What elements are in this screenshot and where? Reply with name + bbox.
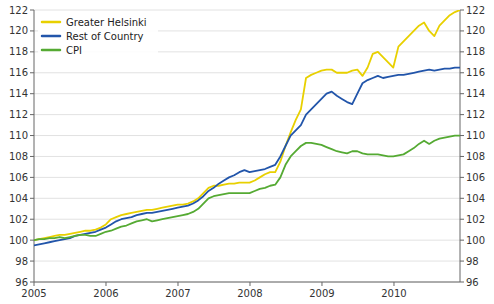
- plot-area: [34, 10, 460, 245]
- legend-swatch: [42, 49, 60, 52]
- series-line: [34, 136, 460, 241]
- y2-tick: [460, 156, 464, 157]
- y-tick-label: 110: [9, 130, 28, 141]
- y2-tick: [460, 198, 464, 199]
- x-tick-label: 2006: [93, 288, 118, 299]
- y2-tick: [460, 114, 464, 115]
- y-tick: [30, 219, 34, 220]
- y2-tick-label: 118: [466, 46, 485, 57]
- y-tick: [30, 114, 34, 115]
- grid: [34, 10, 460, 282]
- y-tick-label: 122: [9, 5, 28, 16]
- y2-tick: [460, 93, 464, 94]
- grid-line: [34, 240, 460, 241]
- y-tick-label: 118: [9, 46, 28, 57]
- y-tick: [30, 72, 34, 73]
- y-tick-label: 120: [9, 25, 28, 36]
- x-tick: [177, 282, 178, 286]
- grid-line: [34, 114, 460, 115]
- legend-label: Greater Helsinki: [66, 17, 147, 28]
- legend-label: Rest of Country: [66, 31, 144, 42]
- y2-tick: [460, 282, 464, 283]
- y2-tick-label: 112: [466, 109, 485, 120]
- y-tick: [30, 135, 34, 136]
- legend-background: [38, 14, 158, 62]
- y-tick-label: 98: [15, 256, 28, 267]
- grid-line: [34, 10, 460, 11]
- y2-tick-label: 108: [466, 151, 485, 162]
- y2-tick: [460, 30, 464, 31]
- grid-line: [34, 93, 460, 94]
- x-tick-label: 2010: [381, 288, 406, 299]
- legend-swatch: [42, 35, 60, 38]
- y2-tick: [460, 72, 464, 73]
- y2-tick: [460, 219, 464, 220]
- y2-tick: [460, 240, 464, 241]
- legend-label: CPI: [66, 45, 82, 56]
- series-line: [34, 68, 460, 246]
- y2-tick-label: 110: [466, 130, 485, 141]
- grid-line: [34, 177, 460, 178]
- y2-tick: [460, 261, 464, 262]
- x-tick: [393, 282, 394, 286]
- grid-line: [34, 198, 460, 199]
- y-tick: [30, 282, 34, 283]
- y2-tick-label: 98: [466, 256, 479, 267]
- y-tick-label: 112: [9, 109, 28, 120]
- y2-tick-label: 100: [466, 235, 485, 246]
- x-tick: [321, 282, 322, 286]
- series-line: [34, 10, 460, 240]
- y-tick: [30, 261, 34, 262]
- y-tick-label: 114: [9, 88, 28, 99]
- axes: 2005 2006 2007 2008 2009 2010 96 98 100 102 104 106…: [9, 5, 485, 300]
- x-tick-label: 2008: [237, 288, 262, 299]
- legend: Greater Helsinki Rest of Country CPI: [38, 14, 158, 62]
- y-tick: [30, 51, 34, 52]
- y-tick-label: 106: [9, 172, 28, 183]
- y-tick-label: 104: [9, 193, 28, 204]
- grid-line: [34, 219, 460, 220]
- y2-tick: [460, 177, 464, 178]
- x-axis-line: [34, 282, 460, 283]
- y-tick-label: 116: [9, 67, 28, 78]
- x-tick-label: 2005: [21, 288, 46, 299]
- legend-swatch: [42, 21, 60, 24]
- y2-tick-label: 96: [466, 277, 479, 288]
- y2-tick: [460, 51, 464, 52]
- y-tick: [30, 156, 34, 157]
- y2-tick-label: 106: [466, 172, 485, 183]
- y-tick: [30, 30, 34, 31]
- y2-axis-line: [460, 10, 461, 282]
- y2-tick: [460, 135, 464, 136]
- x-tick: [105, 282, 106, 286]
- y2-tick-label: 122: [466, 5, 485, 16]
- y-tick-label: 96: [15, 277, 28, 288]
- y-tick: [30, 198, 34, 199]
- y2-tick-label: 104: [466, 193, 485, 204]
- y-tick: [30, 177, 34, 178]
- x-tick-label: 2009: [309, 288, 334, 299]
- y2-tick-label: 120: [466, 25, 485, 36]
- grid-line: [34, 72, 460, 73]
- y-tick: [30, 10, 34, 11]
- grid-line: [34, 261, 460, 262]
- grid-line: [34, 282, 460, 283]
- y-tick-label: 108: [9, 151, 28, 162]
- x-tick: [34, 282, 35, 286]
- y2-tick-label: 116: [466, 67, 485, 78]
- x-tick: [249, 282, 250, 286]
- y2-tick-label: 102: [466, 214, 485, 225]
- y-tick: [30, 93, 34, 94]
- chart: 2005 2006 2007 2008 2009 2010 96 98 100 102 104 106…: [0, 0, 494, 304]
- y-tick-label: 100: [9, 235, 28, 246]
- grid-line: [34, 135, 460, 136]
- y-axis-line: [34, 10, 35, 282]
- x-tick-label: 2007: [165, 288, 190, 299]
- y2-tick-label: 114: [466, 88, 485, 99]
- y2-tick: [460, 10, 464, 11]
- y-tick-label: 102: [9, 214, 28, 225]
- y-tick: [30, 240, 34, 241]
